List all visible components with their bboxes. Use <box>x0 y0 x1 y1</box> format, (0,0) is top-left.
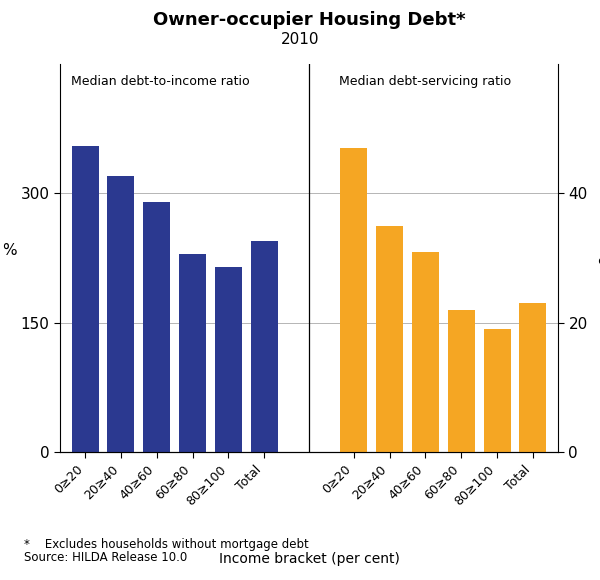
Bar <box>143 202 170 452</box>
Bar <box>179 254 206 452</box>
Text: 2010: 2010 <box>281 31 319 46</box>
Text: Source: HILDA Release 10.0: Source: HILDA Release 10.0 <box>24 551 187 564</box>
Bar <box>448 310 475 452</box>
Y-axis label: %: % <box>2 243 17 258</box>
Bar <box>484 329 511 452</box>
Text: Median debt-to-income ratio: Median debt-to-income ratio <box>71 75 250 89</box>
Y-axis label: %: % <box>597 258 600 273</box>
Bar <box>71 146 98 452</box>
Bar <box>520 303 547 452</box>
Title: Owner-occupier Housing Debt*: Owner-occupier Housing Debt* <box>152 11 466 29</box>
Bar <box>412 252 439 452</box>
Bar <box>376 226 403 452</box>
X-axis label: Income bracket (per cent): Income bracket (per cent) <box>218 552 400 566</box>
Bar <box>251 241 278 452</box>
Text: Median debt-servicing ratio: Median debt-servicing ratio <box>340 75 512 89</box>
Bar <box>340 148 367 452</box>
Text: *    Excludes households without mortgage debt: * Excludes households without mortgage d… <box>24 538 309 551</box>
Bar <box>107 176 134 452</box>
Bar <box>215 267 242 452</box>
